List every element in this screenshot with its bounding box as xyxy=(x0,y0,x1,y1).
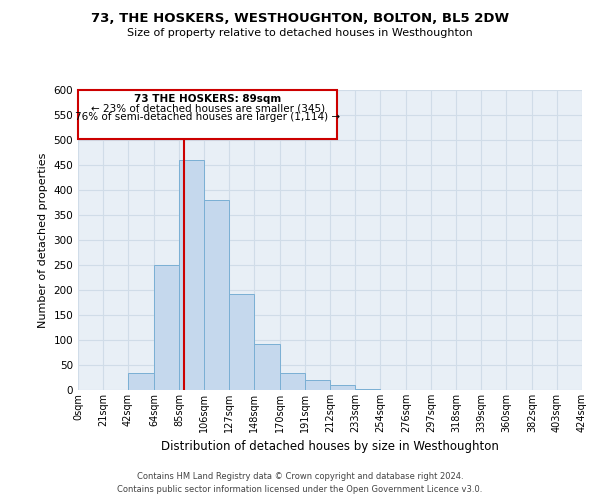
Text: Contains public sector information licensed under the Open Government Licence v3: Contains public sector information licen… xyxy=(118,485,482,494)
Bar xyxy=(128,372,154,390)
Text: 73 THE HOSKERS: 89sqm: 73 THE HOSKERS: 89sqm xyxy=(134,94,281,104)
Bar xyxy=(254,344,280,390)
Text: 76% of semi-detached houses are larger (1,114) →: 76% of semi-detached houses are larger (… xyxy=(75,112,340,122)
Bar xyxy=(154,265,179,390)
Bar xyxy=(305,380,330,390)
Y-axis label: Number of detached properties: Number of detached properties xyxy=(38,152,48,328)
FancyBboxPatch shape xyxy=(78,90,337,138)
Text: ← 23% of detached houses are smaller (345): ← 23% of detached houses are smaller (34… xyxy=(91,104,325,114)
Bar xyxy=(179,160,204,390)
Bar xyxy=(204,200,229,390)
Text: Size of property relative to detached houses in Westhoughton: Size of property relative to detached ho… xyxy=(127,28,473,38)
Text: Contains HM Land Registry data © Crown copyright and database right 2024.: Contains HM Land Registry data © Crown c… xyxy=(137,472,463,481)
X-axis label: Distribution of detached houses by size in Westhoughton: Distribution of detached houses by size … xyxy=(161,440,499,454)
Bar xyxy=(355,389,380,390)
Text: 73, THE HOSKERS, WESTHOUGHTON, BOLTON, BL5 2DW: 73, THE HOSKERS, WESTHOUGHTON, BOLTON, B… xyxy=(91,12,509,26)
Bar xyxy=(280,372,305,390)
Bar xyxy=(229,294,254,390)
Bar xyxy=(330,384,355,390)
